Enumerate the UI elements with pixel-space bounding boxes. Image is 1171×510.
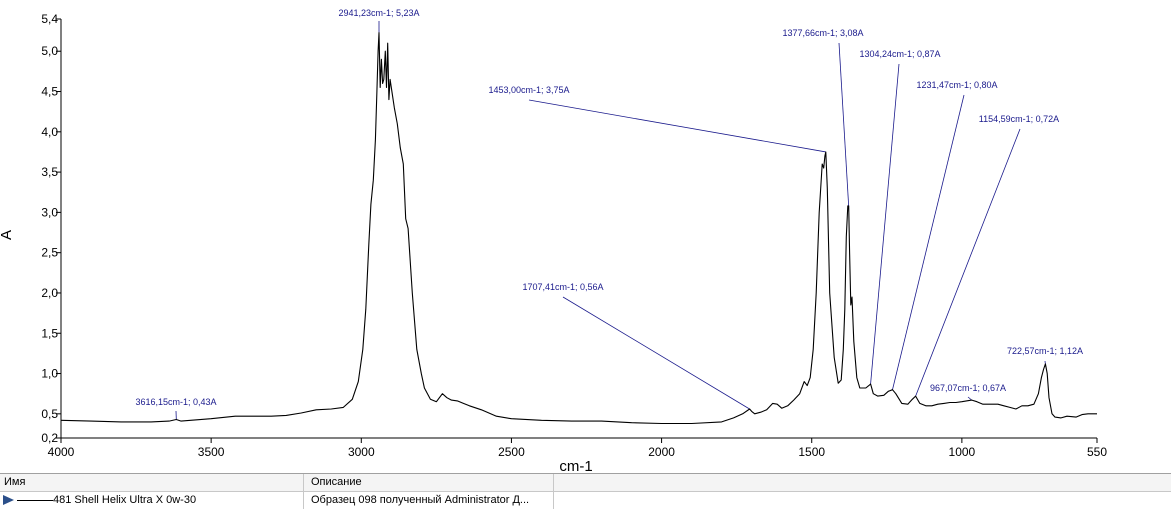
x-tick-label: 2500 [498, 445, 525, 459]
y-tick-label: 1,5 [41, 326, 58, 340]
annotation-label: 3616,15cm-1; 0,43A [135, 397, 216, 407]
legend-table-header: Имя Описание [0, 474, 1171, 492]
annotation-leader [893, 95, 964, 390]
row-pointer-icon [3, 495, 14, 505]
annotation-leader [839, 43, 849, 206]
x-tick-label: 1500 [798, 445, 825, 459]
annotation-leader [563, 297, 750, 409]
series-layer [61, 33, 1097, 424]
annotations: 2941,23cm-1; 5,23A 1377,66cm-1; 3,08A 1304… [135, 8, 1083, 419]
annotation-label: 722,57cm-1; 1,12A [1007, 346, 1083, 356]
x-tick-label: 3500 [198, 445, 225, 459]
x-tick-label: 4000 [48, 445, 75, 459]
y-tick-label: 1,0 [41, 367, 58, 381]
annotation-leader [529, 100, 826, 152]
annotation-label: 1304,24cm-1; 0,87A [859, 49, 940, 59]
series-line-swatch [17, 500, 53, 501]
x-tick-label: 1000 [949, 445, 976, 459]
legend-table: Имя Описание 481 Shell Helix Ultra X 0w-… [0, 473, 1171, 510]
annotation-label: 1377,66cm-1; 3,08A [782, 28, 863, 38]
y-tick-label: 2,5 [41, 246, 58, 260]
spectrum-chart: 4000 3500 3000 2500 2000 1500 1000 550 0,2 0,5 1,0… [0, 0, 1171, 472]
annotation-label: 1707,41cm-1; 0,56A [522, 282, 603, 292]
y-tick-label: 5,0 [41, 44, 58, 58]
y-tick-label: 3,0 [41, 205, 58, 219]
annotation-label: 1453,00cm-1; 3,75A [488, 85, 569, 95]
annotation-leader [871, 64, 899, 384]
y-tick-label: 4,5 [41, 85, 58, 99]
x-tick-label: 3000 [348, 445, 375, 459]
y-tick-label: 5,4 [41, 12, 58, 26]
y-tick-label: 3,5 [41, 165, 58, 179]
annotation-label: 967,07cm-1; 0,67A [930, 383, 1006, 393]
series-name-cell[interactable]: 481 Shell Helix Ultra X 0w-30 [0, 492, 304, 509]
annotation-label: 2941,23cm-1; 5,23A [338, 8, 419, 18]
x-tick-label: 550 [1087, 445, 1107, 459]
annotation-label: 1231,47cm-1; 0,80A [916, 80, 997, 90]
y-tick-label: 4,0 [41, 125, 58, 139]
series-description-cell[interactable]: Образец 098 полученный Administrator Д..… [305, 492, 554, 509]
spectrum-line [61, 33, 1097, 424]
y-axis-title: A [0, 230, 15, 240]
y-tick-label: 0,2 [41, 431, 58, 445]
column-header-description[interactable]: Описание [305, 474, 554, 491]
y-tick-label: 2,0 [41, 286, 58, 300]
annotation-label: 1154,59cm-1; 0,72A [979, 114, 1059, 124]
y-tick-label: 0,5 [41, 407, 58, 421]
legend-table-row[interactable]: 481 Shell Helix Ultra X 0w-30 Образец 09… [0, 492, 1171, 509]
x-tick-label: 2000 [648, 445, 675, 459]
annotation-leader [916, 129, 1020, 396]
series-name: 481 Shell Helix Ultra X 0w-30 [53, 492, 196, 509]
x-axis-title: cm-1 [559, 458, 592, 472]
column-header-name[interactable]: Имя [0, 474, 304, 491]
